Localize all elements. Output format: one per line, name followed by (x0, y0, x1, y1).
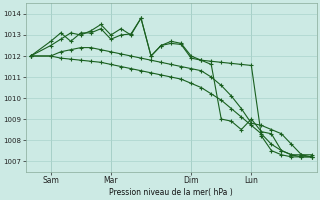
X-axis label: Pression niveau de la mer( hPa ): Pression niveau de la mer( hPa ) (109, 188, 233, 197)
